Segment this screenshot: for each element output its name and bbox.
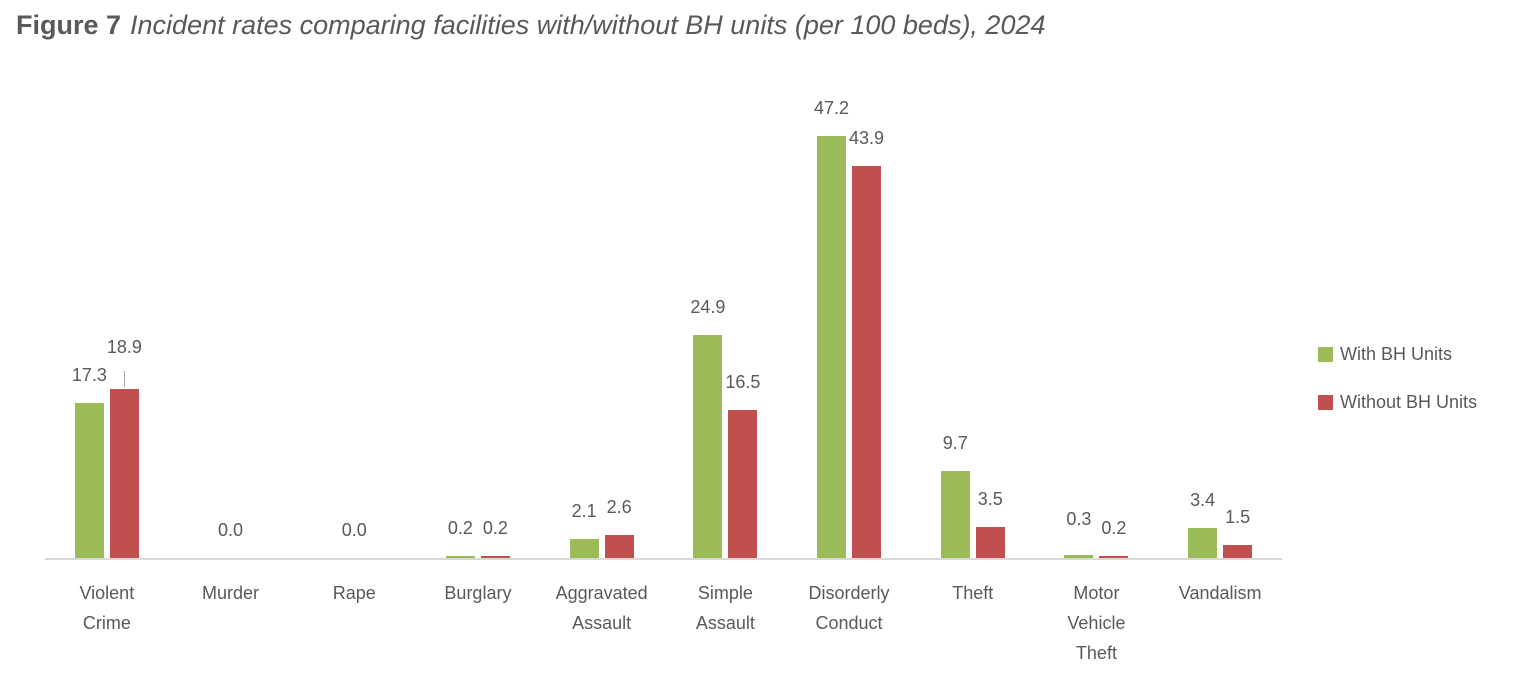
value-label-rape: 0.0 [341,520,367,540]
category-label-aggravated-assault: Aggravated Assault [555,583,648,633]
value-label-with-bh-units-burglary: 0.2 [447,518,473,539]
bar-with-bh-units-motor-vehicle-theft [1064,555,1094,558]
value-label-with-bh-units-violent-crime: 17.3 [71,365,107,386]
value-label-with-bh-units-simple-assault: 24.9 [690,297,726,318]
legend-swatch-icon [1318,395,1333,410]
category-label-violent-crime: Violent Crime [79,583,135,633]
category-label-vandalism: Vandalism [1178,583,1262,603]
bar-with-bh-units-violent-crime [74,403,104,558]
legend-label: Without BH Units [1340,392,1478,412]
figure-title: Figure 7 Incident rates comparing facilit… [16,10,1046,41]
bar-with-bh-units-disorderly-conduct [817,136,847,558]
chart-legend: With BH Units Without BH Units [1318,344,1477,413]
category-label-simple-assault: Simple Assault [695,583,755,633]
bar-with-bh-units-vandalism [1188,528,1218,558]
legend-label: With BH Units [1340,344,1453,364]
value-label-without-bh-units-aggravated-assault: 2.6 [606,496,632,517]
category-label-motor-vehicle-theft: Motor Vehicle Theft [1067,583,1126,663]
bar-with-bh-units-burglary [445,556,475,558]
bar-without-bh-units-aggravated-assault [604,535,634,558]
category-label-burglary: Burglary [444,583,512,603]
value-label-without-bh-units-burglary: 0.2 [482,518,508,539]
value-label-with-bh-units-motor-vehicle-theft: 0.3 [1066,509,1092,530]
value-label-with-bh-units-aggravated-assault: 2.1 [571,501,597,522]
value-label-without-bh-units-disorderly-conduct: 43.9 [849,127,885,148]
bar-without-bh-units-simple-assault [728,410,758,558]
value-label-without-bh-units-simple-assault: 16.5 [725,372,761,393]
bar-without-bh-units-burglary [480,556,510,558]
bar-without-bh-units-violent-crime [109,389,139,558]
figure-number: Figure 7 [16,10,122,40]
value-label-without-bh-units-motor-vehicle-theft: 0.2 [1101,518,1127,539]
figure-caption: Incident rates comparing facilities with… [130,10,1046,40]
value-label-without-bh-units-theft: 3.5 [977,488,1003,509]
category-label-theft: Theft [952,583,994,603]
value-label-with-bh-units-disorderly-conduct: 47.2 [814,98,850,119]
category-label-murder: Murder [202,583,260,603]
bar-without-bh-units-disorderly-conduct [852,166,882,558]
bar-without-bh-units-vandalism [1223,545,1253,558]
value-label-murder: 0.0 [218,520,244,540]
category-label-rape: Rape [332,583,376,603]
value-label-without-bh-units-vandalism: 1.5 [1225,506,1251,527]
value-label-with-bh-units-theft: 9.7 [942,433,968,454]
value-label-with-bh-units-vandalism: 3.4 [1190,489,1216,510]
bar-without-bh-units-theft [975,527,1005,558]
legend-item-with-bh-units: With BH Units [1318,344,1477,365]
label-leader-tick [124,371,126,388]
legend-item-without-bh-units: Without BH Units [1318,392,1477,413]
bar-with-bh-units-aggravated-assault [569,539,599,558]
category-label-disorderly-conduct: Disorderly Conduct [808,583,890,633]
value-label-without-bh-units-violent-crime: 18.9 [106,337,142,358]
legend-swatch-icon [1318,347,1333,362]
bar-with-bh-units-theft [940,471,970,558]
bar-with-bh-units-simple-assault [693,335,723,558]
bar-without-bh-units-motor-vehicle-theft [1099,556,1129,558]
x-axis-line [45,558,1282,560]
